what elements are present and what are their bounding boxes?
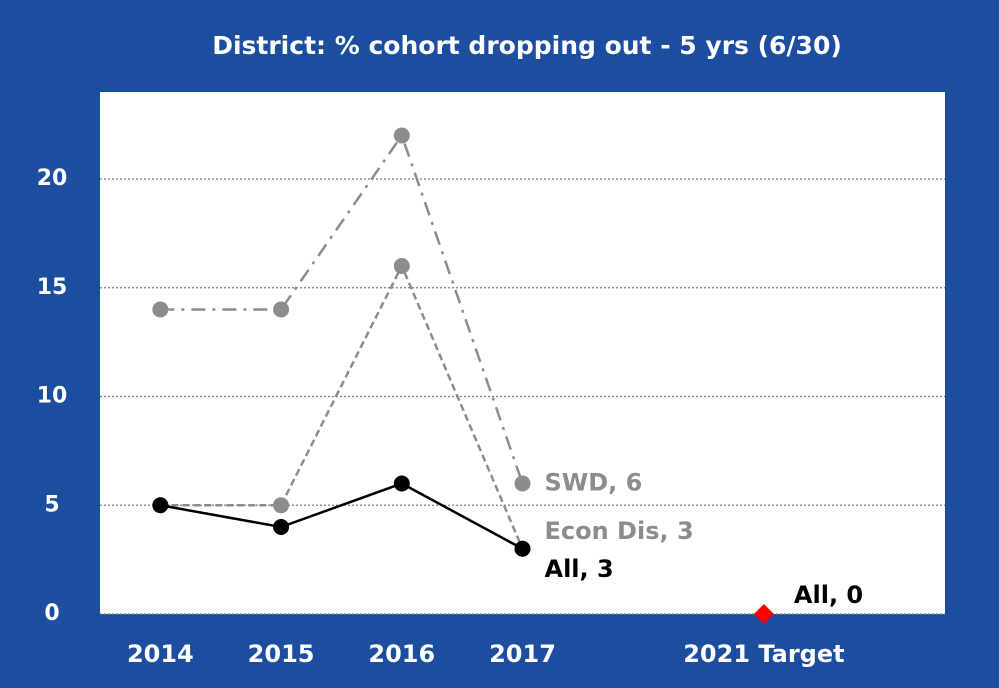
marker bbox=[273, 519, 290, 535]
marker bbox=[393, 258, 410, 274]
x-tick-label: 2016 bbox=[368, 640, 435, 668]
marker bbox=[273, 301, 290, 318]
marker bbox=[514, 475, 531, 492]
data-label: Econ Dis, 3 bbox=[545, 517, 694, 545]
data-label: All, 0 bbox=[794, 581, 863, 609]
marker bbox=[152, 301, 169, 318]
marker bbox=[152, 497, 169, 514]
x-tick-label: 2021 Target bbox=[683, 640, 844, 668]
y-tick-label: 0 bbox=[44, 601, 59, 626]
marker bbox=[514, 540, 531, 557]
y-tick-label: 10 bbox=[37, 384, 68, 409]
y-tick-label: 15 bbox=[37, 275, 68, 300]
marker bbox=[753, 604, 774, 624]
series-line bbox=[160, 132, 524, 484]
x-tick-label: 2015 bbox=[248, 640, 315, 668]
x-tick-label: 2014 bbox=[127, 640, 194, 668]
x-tick-label: 2017 bbox=[489, 640, 556, 668]
y-tick-label: 20 bbox=[37, 166, 68, 191]
plot-area bbox=[100, 92, 945, 614]
marker bbox=[393, 127, 410, 144]
data-label: SWD, 6 bbox=[545, 469, 643, 497]
series-line bbox=[160, 482, 524, 550]
marker bbox=[273, 497, 290, 514]
series-line bbox=[160, 263, 524, 550]
data-label: All, 3 bbox=[545, 555, 614, 583]
y-tick-label: 5 bbox=[44, 492, 59, 517]
chart-title: District: % cohort dropping out - 5 yrs … bbox=[212, 31, 842, 60]
marker bbox=[393, 475, 410, 492]
